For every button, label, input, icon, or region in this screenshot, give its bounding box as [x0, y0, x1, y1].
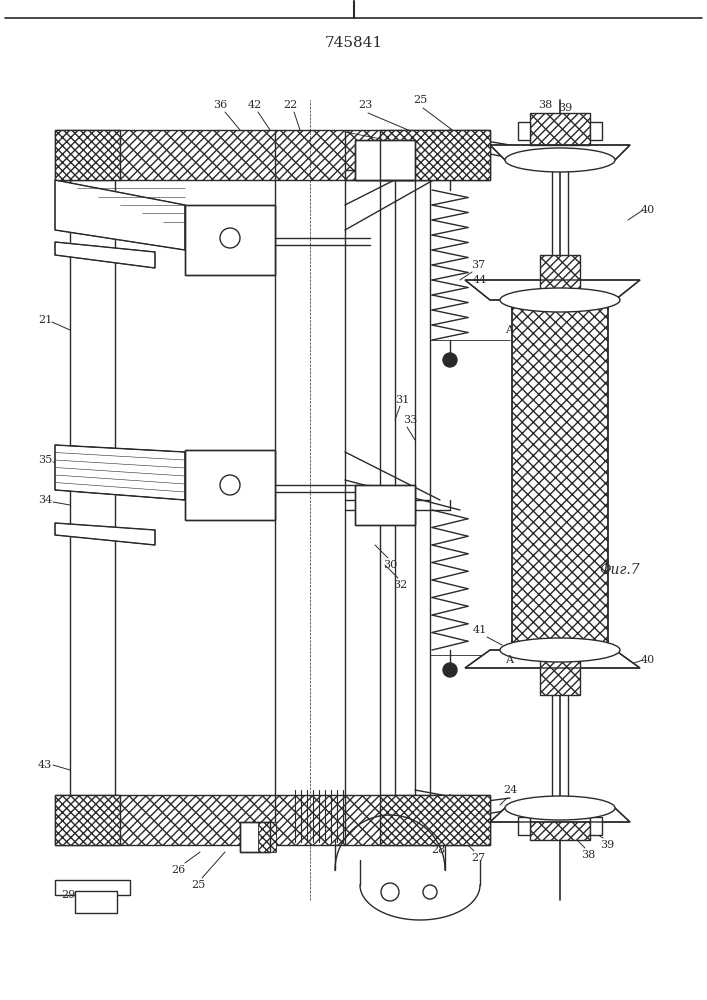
Ellipse shape	[505, 796, 615, 820]
Bar	[240, 822, 270, 852]
Text: 38: 38	[538, 100, 552, 110]
Polygon shape	[55, 242, 155, 268]
Text: 40: 40	[641, 655, 655, 665]
Text: 42: 42	[248, 100, 262, 110]
Text: 37: 37	[471, 260, 485, 270]
Text: 31: 31	[395, 395, 409, 405]
Bar	[185, 450, 275, 520]
Text: 30: 30	[383, 560, 397, 570]
Bar	[185, 205, 275, 275]
Text: 24: 24	[503, 785, 517, 795]
Text: 27: 27	[471, 853, 485, 863]
Polygon shape	[512, 298, 608, 652]
Ellipse shape	[505, 148, 615, 172]
Bar	[540, 650, 580, 695]
Bar	[55, 795, 490, 845]
Text: 21: 21	[38, 315, 52, 325]
Bar	[355, 485, 415, 525]
Text: 22: 22	[283, 100, 297, 110]
Text: 25: 25	[413, 95, 427, 105]
Bar	[530, 113, 590, 145]
Text: 32: 32	[393, 580, 407, 590]
Bar	[75, 891, 117, 913]
Polygon shape	[55, 445, 185, 500]
Bar	[590, 817, 602, 835]
Ellipse shape	[220, 228, 240, 248]
Ellipse shape	[443, 663, 457, 677]
Polygon shape	[490, 145, 630, 160]
Text: 745841: 745841	[325, 36, 383, 50]
Bar	[540, 255, 580, 300]
Bar	[530, 808, 590, 840]
Ellipse shape	[443, 353, 457, 367]
Bar	[55, 795, 120, 845]
Text: 38: 38	[581, 850, 595, 860]
Bar	[530, 113, 590, 145]
Bar	[185, 450, 275, 520]
Bar	[530, 113, 590, 145]
Text: 43: 43	[38, 760, 52, 770]
Text: 40: 40	[641, 205, 655, 215]
Bar	[518, 817, 530, 835]
Bar	[380, 130, 490, 180]
Text: 26: 26	[171, 865, 185, 875]
Bar	[518, 122, 530, 140]
Bar	[55, 130, 120, 180]
Bar	[55, 130, 490, 180]
Text: 28: 28	[431, 845, 445, 855]
Text: 35: 35	[38, 455, 52, 465]
Text: 23: 23	[358, 100, 372, 110]
Polygon shape	[490, 808, 630, 822]
Bar	[530, 808, 590, 840]
Text: Фиг.7: Фиг.7	[600, 563, 641, 577]
Text: 25: 25	[191, 880, 205, 890]
Text: 33: 33	[403, 415, 417, 425]
Polygon shape	[465, 650, 640, 668]
Bar	[540, 650, 580, 695]
Bar	[55, 130, 120, 180]
Bar	[55, 795, 490, 845]
Bar	[355, 140, 415, 180]
Bar	[55, 795, 490, 845]
Ellipse shape	[500, 288, 620, 312]
Ellipse shape	[220, 475, 240, 495]
Bar	[240, 822, 270, 852]
Text: 36: 36	[213, 100, 227, 110]
Bar	[540, 255, 580, 300]
Text: A: A	[505, 325, 513, 335]
Bar	[185, 205, 275, 275]
Bar	[380, 795, 490, 845]
Text: 29: 29	[61, 890, 75, 900]
Bar	[380, 130, 490, 180]
Text: 44: 44	[473, 275, 487, 285]
Bar	[540, 650, 580, 695]
Bar	[55, 130, 490, 180]
Bar	[590, 122, 602, 140]
Text: 34: 34	[38, 495, 52, 505]
Bar	[55, 795, 120, 845]
Bar	[355, 485, 415, 525]
Bar	[540, 255, 580, 300]
Text: 41: 41	[473, 625, 487, 635]
Text: A: A	[505, 655, 513, 665]
Text: 39: 39	[558, 103, 572, 113]
Polygon shape	[55, 180, 185, 250]
Bar	[530, 808, 590, 840]
Bar	[355, 140, 415, 180]
Bar	[380, 795, 490, 845]
Ellipse shape	[500, 638, 620, 662]
Polygon shape	[465, 280, 640, 300]
Bar	[55, 880, 130, 895]
Polygon shape	[55, 523, 155, 545]
Bar	[55, 130, 490, 180]
Text: 39: 39	[600, 840, 614, 850]
Bar	[258, 822, 276, 852]
